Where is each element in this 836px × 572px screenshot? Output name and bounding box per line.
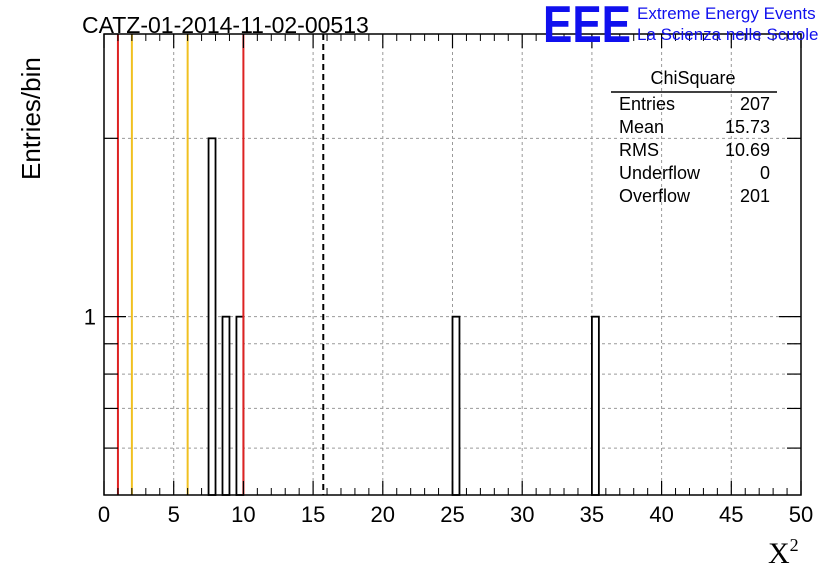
x-tick-label: 15 (301, 502, 325, 527)
chart-title: CATZ-01-2014-11-02-00513 (82, 12, 369, 38)
stats-label: Underflow (619, 163, 701, 183)
x-tick-label: 50 (789, 502, 813, 527)
x-tick-label: 35 (580, 502, 604, 527)
eee-logo: EEE Extreme Energy Events La Scienza nel… (543, 0, 818, 54)
x-tick-label: 25 (440, 502, 464, 527)
x-axis-label-base: X (768, 537, 790, 570)
x-tick-label: 20 (371, 502, 395, 527)
stats-label: Overflow (619, 186, 691, 206)
stats-label: Mean (619, 117, 664, 137)
x-tick-label: 45 (719, 502, 743, 527)
stats-label: RMS (619, 140, 659, 160)
x-tick-label: 5 (168, 502, 180, 527)
y-axis-label: Entries/bin (16, 57, 46, 180)
x-axis-label-superscript: 2 (790, 535, 799, 555)
stats-box: ChiSquare Entries 207 Mean 15.73 RMS 10.69 Und… (611, 68, 777, 206)
histogram-bar (207, 137, 217, 496)
reference-lines (116, 34, 325, 495)
y-tick-label: 1 (84, 305, 96, 330)
histogram-bars (207, 137, 600, 496)
stats-value: 207 (740, 94, 770, 114)
histogram-bar (235, 315, 245, 496)
histogram-bar (221, 315, 231, 496)
axes: 0 5 10 15 20 25 30 35 40 45 50 1 (84, 33, 813, 527)
stats-box-title: ChiSquare (650, 68, 735, 88)
x-axis-label: X2 (768, 535, 799, 570)
logo-line-2: La Scienza nelle Scuole (637, 25, 818, 44)
stats-value: 0 (760, 163, 770, 183)
stats-rows: Entries 207 Mean 15.73 RMS 10.69 Underflow 0 Ove… (619, 94, 770, 206)
stats-value: 201 (740, 186, 770, 206)
logo-line-1: Extreme Energy Events (637, 4, 816, 23)
x-tick-label: 0 (98, 502, 110, 527)
histogram-bar (591, 315, 600, 496)
x-tick-label: 10 (231, 502, 255, 527)
x-tick-label: 30 (510, 502, 534, 527)
stats-value: 15.73 (725, 117, 770, 137)
logo-text: EEE (543, 0, 631, 54)
stats-label: Entries (619, 94, 675, 114)
histogram-bar (451, 315, 461, 496)
stats-value: 10.69 (725, 140, 770, 160)
x-tick-label: 40 (649, 502, 673, 527)
